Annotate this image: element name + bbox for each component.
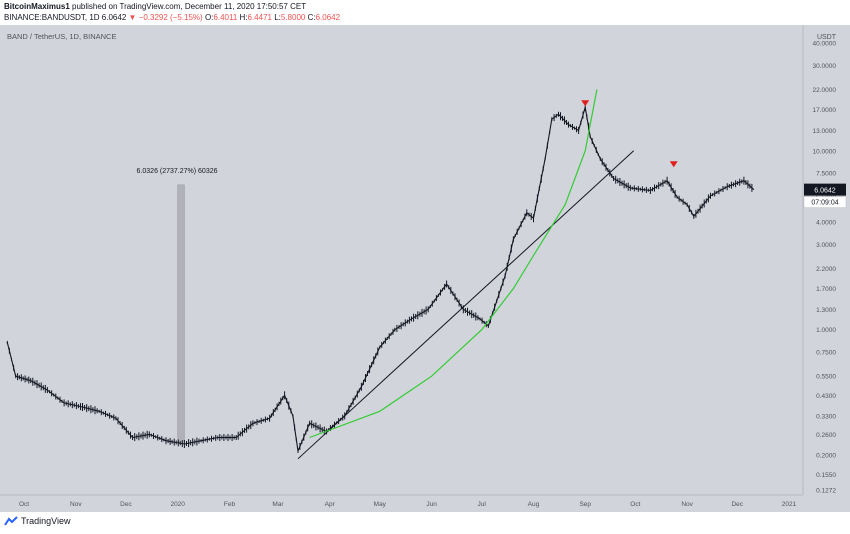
ohlc-open-label: O: <box>204 13 214 22</box>
y-tick-label: 1.7000 <box>816 286 836 293</box>
ohlc-close-value: 6.0642 <box>315 13 341 22</box>
y-tick-label: 4.0000 <box>816 219 836 226</box>
ohlc-high-label: H: <box>239 13 248 22</box>
ohlc-low-label: L: <box>274 13 281 22</box>
author-name[interactable]: BitcoinMaximus1 <box>4 2 70 11</box>
y-tick-label: 17.0000 <box>813 107 837 114</box>
chart-area[interactable]: BAND / TetherUS, 1D, BINANCE USDT 40.0000 3… <box>0 25 850 512</box>
x-tick-label: 2020 <box>170 501 185 508</box>
support-trendline <box>297 150 635 460</box>
x-tick-label: Nov <box>681 501 693 508</box>
x-tick-label: Dec <box>120 501 132 508</box>
y-tick-label: 2.2000 <box>816 266 836 273</box>
sell-signal-arrow-icon <box>669 161 678 168</box>
parabolic-curve <box>309 89 598 439</box>
symbol-line: BINANCE:BANDUSDT, 1D 6.0642 <box>4 13 127 22</box>
plot-background <box>0 25 803 495</box>
y-tick-label: 13.0000 <box>813 128 837 135</box>
x-tick-label: May <box>374 501 387 508</box>
y-tick-label: 0.7500 <box>816 350 836 357</box>
y-tick-label: 0.2000 <box>816 452 836 459</box>
footer: TradingView <box>0 512 850 534</box>
y-tick-label: 30.0000 <box>813 63 837 70</box>
y-tick-label: 1.0000 <box>816 327 836 334</box>
chart-title: BAND / TetherUS, 1D, BINANCE <box>7 32 116 41</box>
x-tick-label: 2021 <box>782 501 797 508</box>
y-tick-label: 1.3000 <box>816 307 836 314</box>
change-down-icon: ▼ <box>128 13 137 22</box>
x-tick-label: Sep <box>579 501 591 508</box>
ohlc-close-label: C: <box>307 13 316 22</box>
tradingview-brand: TradingView <box>21 516 71 526</box>
x-tick-label: Feb <box>224 501 236 508</box>
y-tick-label: 10.0000 <box>813 148 837 155</box>
x-tick-label: Jun <box>426 501 437 508</box>
x-tick-label: Jul <box>478 501 487 508</box>
y-tick-label: 0.3300 <box>816 413 836 420</box>
countdown-value: 07:09:04 <box>811 200 838 207</box>
y-tick-label: 40.0000 <box>813 41 837 48</box>
tradingview-logo[interactable]: TradingView <box>4 516 71 526</box>
tradingview-logo-icon <box>4 516 18 526</box>
y-tick-label: 0.1272 <box>816 488 836 495</box>
publish-info: BitcoinMaximus1 published on TradingView… <box>4 2 306 11</box>
symbol-info: BINANCE:BANDUSDT, 1D 6.0642 ▼ −0.3292 (−… <box>4 13 340 22</box>
x-tick-label: Mar <box>272 501 284 508</box>
y-tick-label: 22.0000 <box>813 87 837 94</box>
x-tick-label: Dec <box>731 501 743 508</box>
header: BitcoinMaximus1 published on TradingView… <box>0 0 850 25</box>
sell-signal-arrow-icon <box>581 100 590 107</box>
y-tick-label: 0.2600 <box>816 432 836 439</box>
published-text: published on TradingView.com, December 1… <box>72 2 307 11</box>
measure-label: 6.0326 (2737.27%) 60326 <box>137 168 218 175</box>
y-tick-label: 7.5000 <box>816 171 836 178</box>
ohlc-open-value: 6.4011 <box>213 13 238 22</box>
x-tick-label: Oct <box>19 501 29 508</box>
measure-range-box <box>177 184 185 443</box>
countdown-tag <box>803 196 847 208</box>
ohlc-high-value: 6.4471 <box>247 13 272 22</box>
y-tick-label: 0.1550 <box>816 472 836 479</box>
x-tick-label: Nov <box>70 501 82 508</box>
last-price-value: 6.0642 <box>814 188 836 195</box>
x-tick-label: Aug <box>528 501 540 508</box>
y-axis-unit: USDT <box>817 34 837 41</box>
last-price-tag <box>804 183 846 196</box>
y-tick-label: 3.0000 <box>816 242 836 249</box>
x-tick-label: Apr <box>325 501 336 508</box>
ohlc-low-value: 5.8000 <box>280 13 306 22</box>
price-axis-panel <box>803 25 850 512</box>
change-text: −0.3292 (−5.15%) <box>138 13 203 22</box>
y-tick-label: 0.5500 <box>816 374 836 381</box>
x-tick-label: Oct <box>630 501 640 508</box>
y-tick-label: 0.4300 <box>816 393 836 400</box>
